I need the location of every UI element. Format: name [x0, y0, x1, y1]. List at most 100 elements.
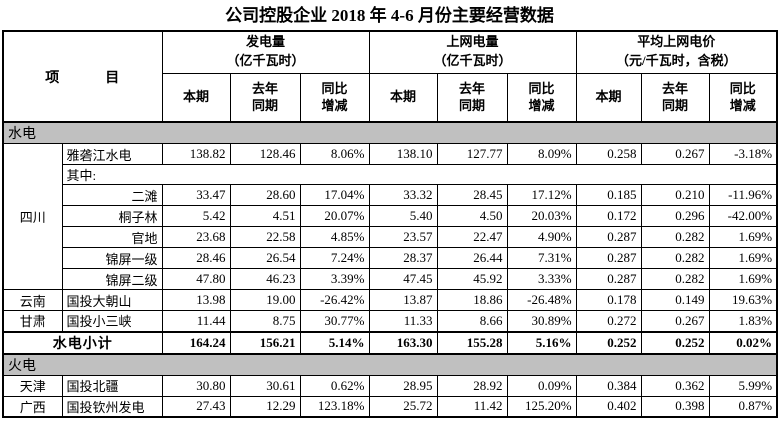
- price-prior-cell: 0.282: [640, 247, 710, 269]
- group-title: 发电量: [246, 34, 286, 50]
- page-title: 公司控股企业 2018 年 4-6 月份主要经营数据: [225, 6, 554, 25]
- gen-current-cell: 27.43: [161, 395, 231, 418]
- plant-name-cell: 桐子林: [61, 205, 163, 227]
- grid-yoy-cell: -26.48%: [506, 289, 577, 311]
- among-which-label: 其中:: [61, 164, 778, 185]
- subtotal-label: 水电小计: [2, 330, 163, 354]
- among-which-row: 其中:: [3, 164, 778, 185]
- price-current-cell: 0.172: [575, 205, 642, 227]
- gen-current-cell: 23.68: [161, 226, 231, 248]
- price-current-cell: 0.252: [575, 330, 642, 354]
- operating-data-table: 项 目 发电量 （亿千瓦时） 上网电量 （亿千瓦时） 平均上网电价 （元/千瓦时…: [2, 30, 779, 418]
- grid-yoy-cell: 125.20%: [506, 395, 577, 418]
- grid-current-cell: 13.87: [368, 289, 438, 311]
- grid-yoy-cell: 4.90%: [506, 226, 577, 248]
- group-header-ongrid-volume: 上网电量 （亿千瓦时）: [368, 30, 577, 74]
- grid-prior-cell: 18.86: [436, 289, 508, 311]
- grid-prior-cell: 28.45: [436, 184, 508, 206]
- plant-name-cell: 官地: [61, 226, 163, 248]
- price-yoy-header: 同比 增减: [708, 72, 778, 123]
- grid-yoy-cell: 7.31%: [506, 247, 577, 269]
- table-row: 二滩 33.47 28.60 17.04% 33.32 28.45 17.12%…: [3, 184, 778, 206]
- plant-name-cell: 锦屏一级: [61, 247, 163, 269]
- price-current-cell: 0.258: [575, 143, 642, 165]
- hydro-subtotal-row: 水电小计 164.24 156.21 5.14% 163.30 155.28 5…: [2, 330, 778, 354]
- price-yoy-cell: 0.87%: [708, 395, 778, 418]
- price-yoy-cell: -3.18%: [708, 143, 778, 165]
- section-label: 水电: [2, 121, 778, 144]
- gen-current-cell: 30.80: [161, 374, 231, 397]
- grid-current-header: 本期: [368, 72, 438, 123]
- gen-yoy-cell: 123.18%: [299, 395, 370, 418]
- gen-prior-cell: 19.00: [229, 289, 301, 311]
- header-line: 同期: [662, 98, 689, 114]
- gen-prior-cell: 30.61: [229, 374, 301, 397]
- gen-yoy-cell: 20.07%: [299, 205, 370, 227]
- header-line: 去年: [251, 80, 278, 96]
- price-current-cell: 0.178: [575, 289, 642, 311]
- grid-prior-cell: 127.77: [436, 143, 508, 165]
- group-header-avg-tariff: 平均上网电价 （元/千瓦时，含税）: [575, 30, 778, 74]
- region-cell: 云南: [2, 289, 63, 311]
- price-current-cell: 0.287: [575, 268, 642, 290]
- gen-yoy-cell: 0.62%: [299, 374, 370, 397]
- gen-yoy-cell: 7.24%: [299, 247, 370, 269]
- plant-name-cell: 雅砻江水电: [61, 143, 163, 165]
- price-prior-cell: 0.296: [640, 205, 710, 227]
- gen-yoy-cell: 8.06%: [299, 143, 370, 165]
- grid-yoy-cell: 30.89%: [506, 310, 577, 332]
- gen-current-cell: 11.44: [161, 310, 231, 332]
- table-row: 四川 雅砻江水电 138.82 128.46 8.06% 138.10 127.…: [2, 143, 778, 290]
- price-prior-cell: 0.267: [640, 310, 710, 332]
- price-prior-cell: 0.149: [640, 289, 710, 311]
- table-row: 锦屏二级 47.80 46.23 3.39% 47.45 45.92 3.33%…: [3, 268, 778, 290]
- price-current-cell: 0.384: [575, 374, 642, 397]
- grid-current-cell: 138.10: [368, 143, 438, 165]
- grid-prior-cell: 45.92: [436, 268, 508, 290]
- header-line: 同期: [459, 98, 486, 114]
- header-line: 增减: [528, 98, 555, 114]
- table-row: 锦屏一级 28.46 26.54 7.24% 28.37 26.44 7.31%…: [3, 247, 778, 269]
- gen-yoy-cell: 30.77%: [299, 310, 370, 332]
- region-cell: 甘肃: [2, 310, 63, 332]
- price-prior-cell: 0.362: [640, 374, 710, 397]
- grid-prior-cell: 28.92: [436, 374, 508, 397]
- gen-yoy-header: 同比 增减: [299, 72, 370, 123]
- gen-prior-cell: 4.51: [229, 205, 301, 227]
- gen-prior-cell: 28.60: [229, 184, 301, 206]
- price-prior-cell: 0.398: [640, 395, 710, 418]
- region-cell: 四川: [2, 143, 63, 290]
- header-line: 去年: [662, 80, 689, 96]
- price-current-cell: 0.287: [575, 247, 642, 269]
- sub-header-row: 本期 去年 同期 同比 增减 本期 去年 同期 同比 增减 本期: [3, 72, 778, 123]
- section-row-thermal: 火电: [2, 352, 778, 376]
- gen-current-header: 本期: [161, 72, 231, 123]
- grid-current-cell: 5.40: [368, 205, 438, 227]
- price-prior-cell: 0.210: [640, 184, 710, 206]
- gen-prior-cell: 26.54: [229, 247, 301, 269]
- grid-yoy-header: 同比 增减: [506, 72, 577, 123]
- grid-current-cell: 23.57: [368, 226, 438, 248]
- gen-yoy-cell: 17.04%: [299, 184, 370, 206]
- grid-yoy-cell: 17.12%: [506, 184, 577, 206]
- price-prior-cell: 0.252: [640, 330, 710, 354]
- gen-prior-cell: 128.46: [229, 143, 301, 165]
- table-row: 云南 国投大朝山 13.98 19.00 -26.42% 13.87 18.86…: [2, 289, 778, 311]
- grid-current-cell: 25.72: [368, 395, 438, 418]
- plant-name-cell: 二滩: [61, 184, 163, 206]
- group-unit: （亿千瓦时）: [226, 53, 305, 69]
- grid-current-cell: 47.45: [368, 268, 438, 290]
- price-yoy-cell: 1.69%: [708, 268, 778, 290]
- item-column-header: 项 目: [2, 30, 163, 123]
- plant-name-cell: 国投小三峡: [61, 310, 163, 332]
- table-row: 桐子林 5.42 4.51 20.07% 5.40 4.50 20.03% 0.…: [3, 205, 778, 227]
- header-line: 同比: [729, 80, 756, 96]
- price-current-cell: 0.185: [575, 184, 642, 206]
- grid-yoy-cell: 3.33%: [506, 268, 577, 290]
- group-unit: （元/千瓦时，含税）: [615, 53, 737, 69]
- gen-yoy-cell: 4.85%: [299, 226, 370, 248]
- price-prior-header: 去年 同期: [640, 72, 710, 123]
- gen-current-cell: 47.80: [161, 268, 231, 290]
- gen-prior-cell: 12.29: [229, 395, 301, 418]
- price-yoy-cell: -42.00%: [708, 205, 778, 227]
